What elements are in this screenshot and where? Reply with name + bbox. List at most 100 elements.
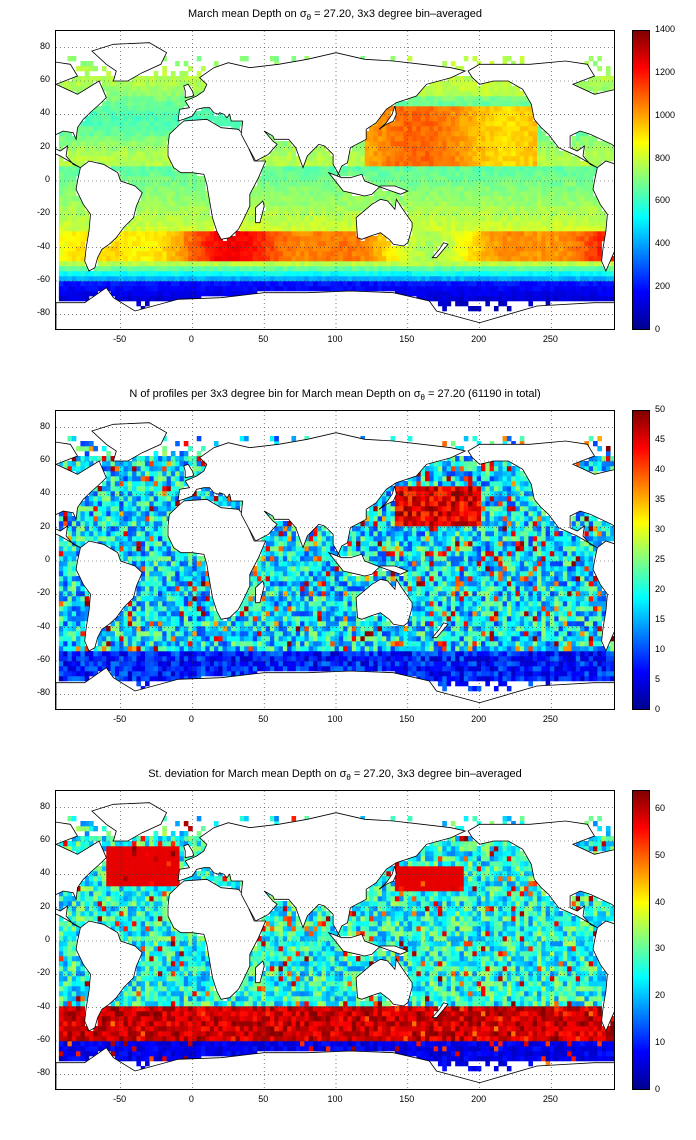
bin-cell [106,281,111,287]
bin-cell [476,106,482,112]
bin-cell [145,676,150,682]
bin-cell [278,666,284,672]
bin-cell [269,666,275,672]
bin-cell [170,276,176,282]
bin-cell [127,676,133,682]
bin-cell [407,276,413,282]
bin-cell [106,266,111,272]
bin-cell [123,121,129,127]
bin-cell [265,186,271,192]
bin-cell [201,231,206,237]
bin-cell [580,191,585,197]
bin-cell [132,676,137,682]
bin-cell [278,156,284,162]
bin-cell [235,231,241,237]
bin-cell [545,276,551,282]
bin-cell [347,661,353,667]
bin-cell [511,661,516,667]
bin-cell [76,226,81,232]
bin-cell [269,156,275,162]
bin-cell [377,666,383,672]
bin-cell [493,161,499,167]
bin-cell [450,111,456,117]
bin-cell [463,301,469,307]
bin-cell [218,651,223,657]
bin-cell [343,236,348,242]
bin-cell [317,651,322,657]
bin-cell [524,116,529,122]
bin-cell [532,236,538,242]
bin-cell [567,171,572,177]
bin-cell [450,276,456,282]
bin-cell [502,146,508,152]
bin-cell [532,241,538,247]
bin-cell [127,651,133,657]
bin-cell [308,211,314,217]
bin-cell [429,146,434,152]
bin-cell [455,271,460,277]
bin-cell [571,146,577,152]
bin-cell [584,241,590,247]
bin-cell [71,671,77,677]
bin-cell [511,236,516,242]
bin-cell [446,121,452,127]
bin-cell [192,186,198,192]
bin-cell [63,186,68,192]
bin-cell [149,171,154,177]
bin-cell [468,141,473,147]
bin-cell [313,211,318,217]
bin-cell [343,166,348,172]
bin-cell [420,281,426,287]
bin-cell [386,251,391,257]
bin-cell [528,276,534,282]
bin-cell [519,241,525,247]
bin-cell [351,651,357,657]
bin-cell [433,221,439,227]
bin-cell [369,251,374,257]
bin-cell [114,106,120,112]
bin-cell [179,216,185,222]
bin-cell [153,271,159,277]
bin-cell [153,246,159,252]
bin-cell [493,141,499,147]
bin-cell [166,81,172,87]
bin-cell [170,91,176,97]
bin-cell [153,171,159,177]
bin-cell [450,61,456,67]
coastline-antarctica [56,287,614,329]
bin-cell [493,106,499,112]
bin-cell [269,271,275,277]
bin-cell [575,246,581,252]
bin-cell [498,121,503,127]
bin-cell [313,231,318,237]
bin-cell [239,236,245,242]
bin-cell [67,186,73,192]
bin-cell [502,261,508,267]
bin-cell [179,171,185,177]
bin-cell [455,141,460,147]
bin-cell [442,276,447,282]
bin-cell [136,666,142,672]
bin-cell [162,281,167,287]
bin-cell [132,151,137,157]
bin-cell [377,236,383,242]
bin-cell [455,291,460,297]
bin-cell [119,256,124,262]
bin-cell [231,256,236,262]
bin-cell [442,176,447,182]
bin-cell [106,76,111,82]
bin-cell [274,171,279,177]
bin-cell [511,136,516,142]
bin-cell [175,211,180,217]
bin-cell [498,196,503,202]
bin-cell [179,256,185,262]
bin-cell [498,166,503,172]
bin-cell [459,236,465,242]
bin-cell [528,656,534,662]
bin-cell [157,86,163,92]
bin-cell [593,241,598,247]
bin-cell [515,221,521,227]
bin-cells [58,56,614,312]
bin-cell [369,141,374,147]
bin-cell [132,241,137,247]
